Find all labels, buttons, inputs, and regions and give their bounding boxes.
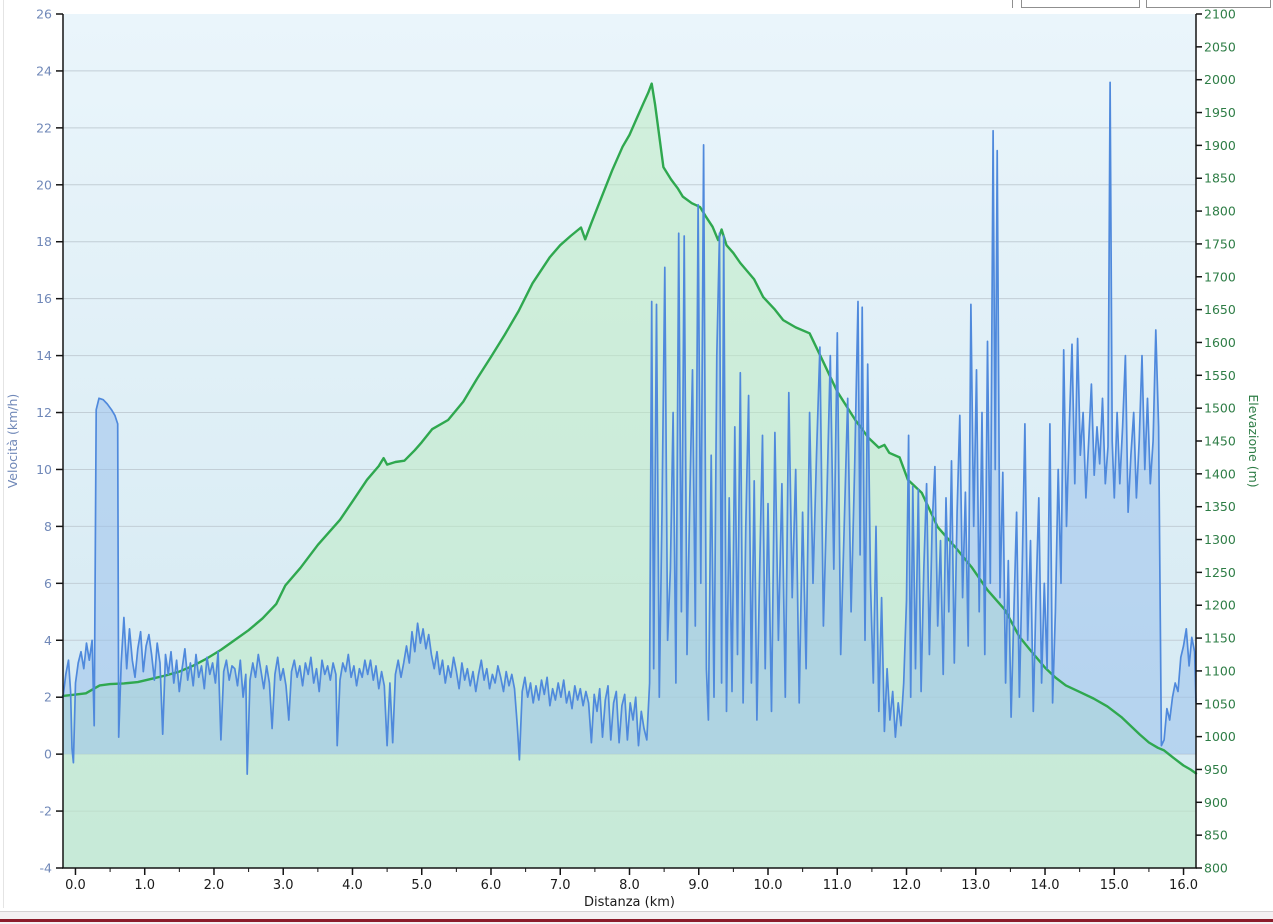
svg-text:2000: 2000 <box>1204 72 1236 87</box>
svg-text:1150: 1150 <box>1204 631 1236 646</box>
bottom-panel-edge <box>0 911 1273 924</box>
svg-text:20: 20 <box>36 177 52 192</box>
svg-text:1000: 1000 <box>1204 729 1236 744</box>
svg-text:3.0: 3.0 <box>273 878 294 893</box>
svg-text:1400: 1400 <box>1204 466 1236 481</box>
svg-text:18: 18 <box>36 234 52 249</box>
svg-text:1.0: 1.0 <box>134 878 155 893</box>
bottom-maroon-rule <box>0 919 1273 922</box>
speed-area <box>63 82 1196 775</box>
svg-text:14.0: 14.0 <box>1031 878 1060 893</box>
svg-text:1250: 1250 <box>1204 565 1236 580</box>
svg-text:2: 2 <box>44 690 52 705</box>
svg-text:2100: 2100 <box>1204 7 1236 22</box>
svg-text:850: 850 <box>1204 828 1228 843</box>
svg-text:1550: 1550 <box>1204 368 1236 383</box>
svg-text:9.0: 9.0 <box>688 878 709 893</box>
svg-text:2050: 2050 <box>1204 39 1236 54</box>
svg-text:1900: 1900 <box>1204 138 1236 153</box>
svg-text:12: 12 <box>36 405 52 420</box>
svg-text:1350: 1350 <box>1204 499 1236 514</box>
svg-text:1700: 1700 <box>1204 269 1236 284</box>
speed-line <box>62 81 1197 775</box>
svg-text:0.0: 0.0 <box>65 878 86 893</box>
svg-text:22: 22 <box>36 120 52 135</box>
svg-text:950: 950 <box>1204 762 1228 777</box>
svg-text:1850: 1850 <box>1204 171 1236 186</box>
bottom-pale-band <box>0 912 1273 919</box>
svg-text:1950: 1950 <box>1204 105 1236 120</box>
svg-text:14: 14 <box>36 348 52 363</box>
svg-text:24: 24 <box>36 63 52 78</box>
svg-text:900: 900 <box>1204 795 1228 810</box>
svg-text:16.0: 16.0 <box>1169 878 1198 893</box>
svg-text:800: 800 <box>1204 861 1228 876</box>
svg-text:1300: 1300 <box>1204 532 1236 547</box>
cropped-control-box-1[interactable] <box>1021 0 1140 8</box>
x-axis-ticks: 0.0 1.0 2.0 3.0 4.0 5.0 6.0 7.0 8.0 9.0 10.0 11.0 12… <box>65 868 1198 893</box>
svg-text:4.0: 4.0 <box>342 878 363 893</box>
svg-text:1750: 1750 <box>1204 236 1236 251</box>
cropped-control-box-2[interactable] <box>1146 0 1271 8</box>
svg-text:6: 6 <box>44 576 52 591</box>
svg-text:6.0: 6.0 <box>481 878 502 893</box>
svg-text:1200: 1200 <box>1204 598 1236 613</box>
bottom-pale-band-2 <box>0 922 1273 924</box>
svg-text:16: 16 <box>36 291 52 306</box>
svg-text:-4: -4 <box>40 861 53 876</box>
svg-text:2.0: 2.0 <box>204 878 225 893</box>
y-axis-left-title: Velocità (km/h) <box>5 394 20 489</box>
svg-text:4: 4 <box>44 633 52 648</box>
svg-text:1100: 1100 <box>1204 663 1236 678</box>
cropped-control-stub <box>1012 0 1013 8</box>
svg-text:8: 8 <box>44 519 52 534</box>
svg-text:5.0: 5.0 <box>411 878 432 893</box>
svg-text:1650: 1650 <box>1204 302 1236 317</box>
svg-text:15.0: 15.0 <box>1100 878 1129 893</box>
svg-text:1600: 1600 <box>1204 335 1236 350</box>
y-axis-right-title: Elevazione (m) <box>1246 394 1261 487</box>
svg-text:1500: 1500 <box>1204 401 1236 416</box>
svg-text:1050: 1050 <box>1204 696 1236 711</box>
svg-text:11.0: 11.0 <box>823 878 852 893</box>
svg-text:26: 26 <box>36 7 52 22</box>
panel-left-border <box>3 0 4 908</box>
svg-text:1450: 1450 <box>1204 434 1236 449</box>
svg-text:-2: -2 <box>40 804 52 819</box>
bottom-hairline <box>0 911 1273 912</box>
y-axis-right-ticks: 2100 2050 2000 1950 1900 1850 1800 1750 1700 1650… <box>1196 7 1236 876</box>
svg-text:10.0: 10.0 <box>754 878 783 893</box>
svg-text:8.0: 8.0 <box>619 878 640 893</box>
svg-text:10: 10 <box>36 462 52 477</box>
svg-text:13.0: 13.0 <box>961 878 990 893</box>
svg-text:1800: 1800 <box>1204 204 1236 219</box>
svg-text:7.0: 7.0 <box>550 878 571 893</box>
elevation-line <box>61 82 1198 775</box>
svg-text:12.0: 12.0 <box>892 878 921 893</box>
svg-text:0: 0 <box>44 747 52 762</box>
x-axis-title: Distanza (km) <box>584 895 675 910</box>
